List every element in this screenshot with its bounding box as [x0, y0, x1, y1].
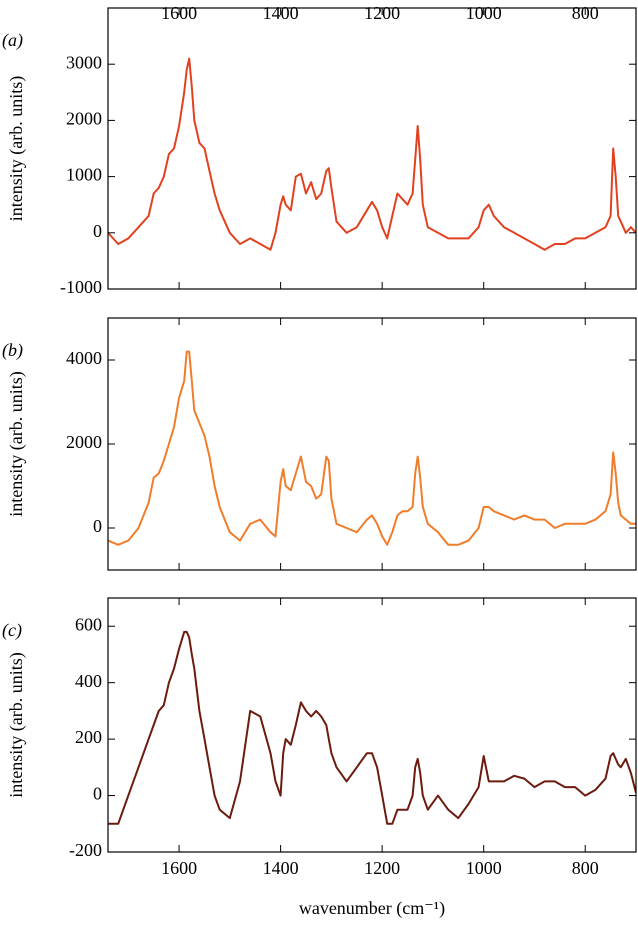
x-tick-label: 1600 [161, 858, 197, 878]
panel-label: (b) [2, 340, 23, 361]
y-axis-label: intensity (arb. units) [6, 652, 27, 797]
y-axis-label: intensity (arb. units) [6, 371, 27, 516]
y-tick-label: 3000 [66, 52, 102, 72]
x-tick-label: 1200 [364, 3, 400, 23]
spectrum-line [108, 57, 636, 251]
x-tick-label: 1400 [263, 3, 299, 23]
x-tick-label: 800 [572, 3, 599, 23]
y-tick-label: 1000 [66, 165, 102, 185]
x-tick-label: 1600 [161, 3, 197, 23]
x-tick-label: 1400 [263, 858, 299, 878]
plot-frame [107, 597, 637, 853]
y-tick-label: 0 [93, 784, 102, 804]
spectrum-line [108, 630, 636, 825]
y-tick-label: -1000 [60, 277, 102, 297]
y-tick-label: 400 [75, 671, 102, 691]
y-tick-label: 2000 [66, 432, 102, 452]
y-tick-label: 0 [93, 221, 102, 241]
y-tick-label: 200 [75, 727, 102, 747]
y-tick-label: 2000 [66, 109, 102, 129]
panel-label: (a) [2, 30, 23, 51]
y-tick-label: 0 [93, 516, 102, 536]
panel-label: (c) [2, 620, 22, 641]
y-tick-label: -200 [69, 840, 102, 860]
y-axis-label: intensity (arb. units) [6, 76, 27, 221]
x-axis-label: wavenumber (cm⁻¹) [299, 898, 445, 919]
spectrum-line [108, 350, 636, 546]
x-tick-label: 800 [572, 858, 599, 878]
x-tick-label: 1000 [466, 858, 502, 878]
plot-frame [107, 7, 637, 290]
x-tick-label: 1000 [466, 3, 502, 23]
x-tick-label: 1200 [364, 858, 400, 878]
y-tick-label: 600 [75, 614, 102, 634]
y-tick-label: 4000 [66, 348, 102, 368]
